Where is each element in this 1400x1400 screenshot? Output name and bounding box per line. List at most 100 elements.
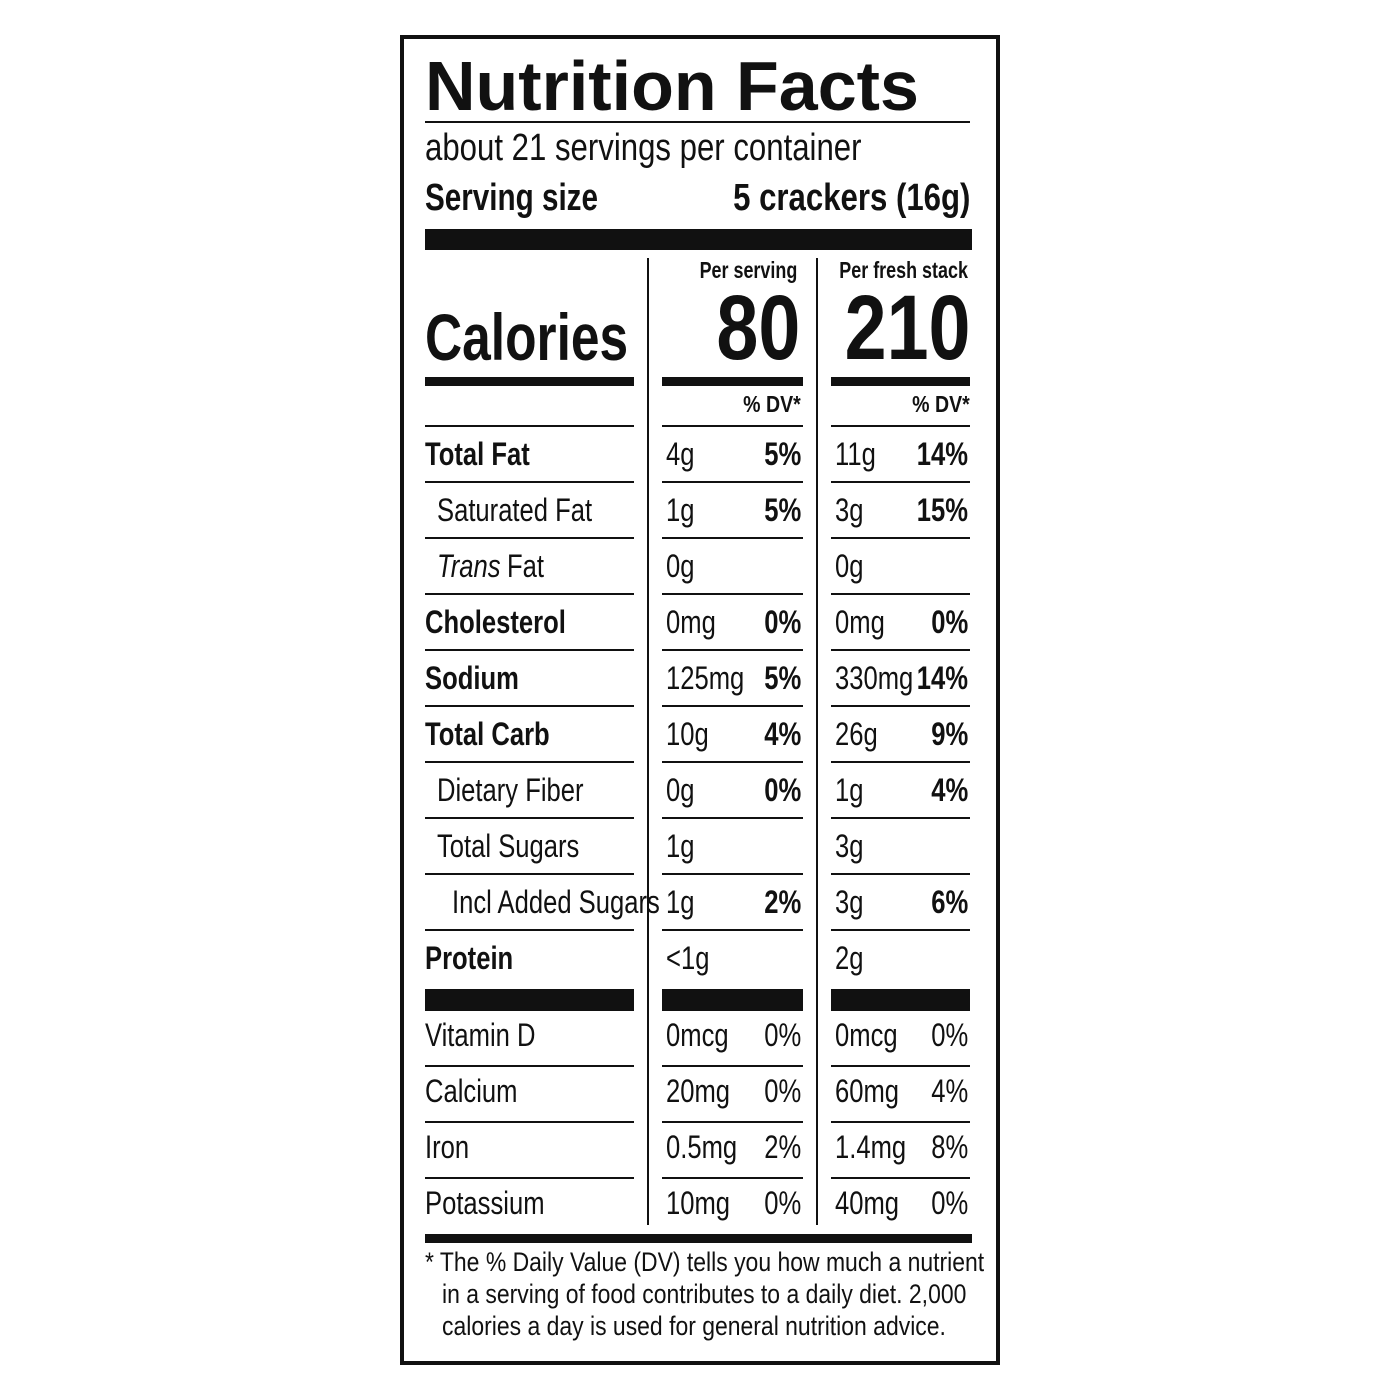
nutrient-amount: 1g xyxy=(666,828,695,864)
row-rule xyxy=(831,817,970,819)
serving-size: 5 crackers (16g) xyxy=(732,177,970,219)
row-rule xyxy=(662,1065,803,1067)
row-rule xyxy=(425,873,634,875)
row-rule xyxy=(662,873,803,875)
nutrient-amount: 3g xyxy=(835,828,864,864)
row-rule xyxy=(425,377,634,386)
nutrient-amount: 0mg xyxy=(835,604,885,640)
row-rule xyxy=(831,1121,970,1123)
nutrient-dv: 5% xyxy=(764,660,801,696)
vitamin-amount: 0mcg xyxy=(835,1017,898,1053)
nutrient-name: Dietary Fiber xyxy=(437,772,584,808)
column-header: Per serving xyxy=(699,256,797,283)
row-rule xyxy=(662,817,803,819)
nutrient-dv: 0% xyxy=(931,604,968,640)
row-rule xyxy=(425,481,634,483)
nutrient-dv: 5% xyxy=(764,436,801,472)
nutrient-amount: 0mg xyxy=(666,604,716,640)
nutrient-name: Fat xyxy=(506,548,544,584)
calories-label: Calories xyxy=(425,300,629,374)
dv-header: % DV* xyxy=(743,390,801,417)
vitamin-amount: 20mg xyxy=(666,1073,731,1109)
label-border xyxy=(400,35,1000,1365)
row-rule xyxy=(831,593,970,595)
row-rule xyxy=(831,1065,970,1067)
row-rule xyxy=(425,989,634,1011)
nutrient-dv: 0% xyxy=(764,604,801,640)
row-rule xyxy=(831,989,970,1011)
row-rule xyxy=(425,817,634,819)
row-rule xyxy=(831,873,970,875)
row-rule xyxy=(831,425,970,427)
row-rule xyxy=(662,705,803,707)
thick-bar xyxy=(425,1234,972,1243)
row-rule xyxy=(662,377,803,386)
vitamin-amount: 40mg xyxy=(835,1185,900,1221)
column-divider xyxy=(816,258,818,1225)
nutrient-amount: 0g xyxy=(666,548,695,584)
row-rule xyxy=(662,593,803,595)
nutrient-dv: 14% xyxy=(916,660,968,696)
nutrient-amount: 4g xyxy=(666,436,695,472)
vitamin-dv: 0% xyxy=(931,1185,968,1221)
title-rule xyxy=(425,121,970,123)
serving-size-label: Serving size xyxy=(425,177,598,219)
nutrient-dv: 15% xyxy=(916,492,968,528)
row-rule xyxy=(831,1177,970,1179)
nutrient-name: Total Sugars xyxy=(437,828,580,864)
thick-bar xyxy=(425,229,972,250)
nutrient-amount: 3g xyxy=(835,884,864,920)
column-header: Per fresh stack xyxy=(839,256,968,283)
row-rule xyxy=(425,1121,634,1123)
nutrient-name: Total Carb xyxy=(425,716,550,752)
nutrient-name: Sodium xyxy=(425,660,519,696)
footnote-line: * The % Daily Value (DV) tells you how m… xyxy=(425,1246,985,1277)
row-rule xyxy=(425,649,634,651)
nutrient-dv: 9% xyxy=(931,716,968,752)
row-rule xyxy=(662,1121,803,1123)
nutrient-name: Cholesterol xyxy=(425,604,566,640)
nutrient-amount: 26g xyxy=(835,716,878,752)
footnote-line: in a serving of food contributes to a da… xyxy=(442,1278,967,1309)
nutrient-amount: 1g xyxy=(666,492,695,528)
vitamin-name: Iron xyxy=(425,1129,470,1165)
row-rule xyxy=(831,761,970,763)
nutrient-amount: 330mg xyxy=(835,660,914,696)
vitamin-amount: 60mg xyxy=(835,1073,900,1109)
nutrient-dv: 4% xyxy=(931,772,968,808)
nutrient-amount: 0g xyxy=(835,548,864,584)
row-rule xyxy=(662,761,803,763)
row-rule xyxy=(662,1177,803,1179)
nutrient-dv: 14% xyxy=(916,436,968,472)
vitamin-dv: 0% xyxy=(764,1017,801,1053)
vitamin-amount: 0mcg xyxy=(666,1017,729,1053)
row-rule xyxy=(662,481,803,483)
row-rule xyxy=(425,537,634,539)
vitamin-name: Potassium xyxy=(425,1185,545,1221)
calories-value: 80 xyxy=(716,277,800,379)
row-rule xyxy=(831,705,970,707)
vitamin-name: Vitamin D xyxy=(425,1017,536,1053)
row-rule xyxy=(425,1177,634,1179)
nutrient-amount: 1g xyxy=(835,772,864,808)
row-rule xyxy=(425,705,634,707)
row-rule xyxy=(831,481,970,483)
vitamin-dv: 2% xyxy=(764,1129,801,1165)
nutrient-amount: 11g xyxy=(835,436,876,472)
row-rule xyxy=(425,593,634,595)
column-divider xyxy=(647,258,649,1225)
row-rule xyxy=(662,425,803,427)
vitamin-dv: 0% xyxy=(764,1185,801,1221)
nutrient-dv: 6% xyxy=(931,884,968,920)
vitamin-amount: 1.4mg xyxy=(835,1129,907,1165)
nutrient-amount: 2g xyxy=(835,940,864,976)
vitamin-dv: 4% xyxy=(931,1073,968,1109)
nutrient-amount: 1g xyxy=(666,884,695,920)
nutrient-name: Incl Added Sugars xyxy=(452,884,660,920)
vitamin-name: Calcium xyxy=(425,1073,518,1109)
row-rule xyxy=(662,929,803,931)
nutrient-dv: 2% xyxy=(764,884,801,920)
row-rule xyxy=(831,929,970,931)
nutrient-name-italic: Trans xyxy=(437,548,501,584)
